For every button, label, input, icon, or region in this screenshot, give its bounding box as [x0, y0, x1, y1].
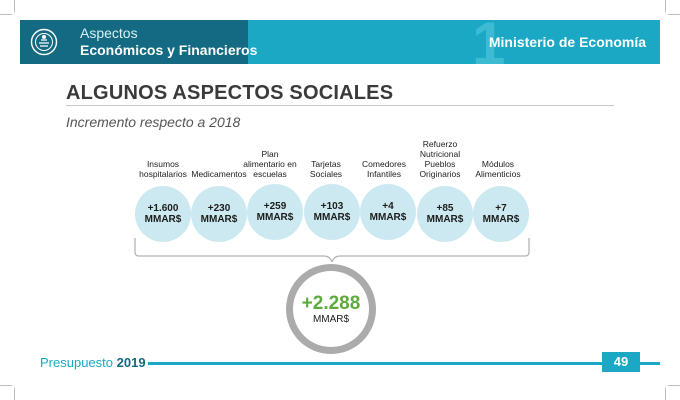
- crop-mark: [665, 388, 666, 400]
- bubble-value: +4: [382, 201, 394, 212]
- bubble-value: +230: [207, 203, 231, 214]
- bubble-unit: MMAR$: [144, 214, 182, 225]
- crop-mark: [0, 14, 12, 15]
- section-title: Económicos y Financieros: [80, 42, 258, 58]
- ministry-name: Ministerio de Economía: [488, 34, 646, 50]
- page-number: 49: [602, 352, 640, 372]
- footer-rule: [148, 362, 602, 365]
- page-subtitle: Incremento respecto a 2018: [66, 114, 241, 130]
- item-label: Plan alimentario en escuelas: [243, 149, 297, 179]
- item-label: Medicamentos: [191, 169, 247, 179]
- footer-label: Presupuesto 2019: [40, 355, 146, 370]
- total-inner: +2.288 MMAR$: [293, 271, 369, 347]
- item-label: Refuerzo Nutricional Pueblos Originarios: [419, 139, 461, 179]
- bubble-unit: MMAR$: [256, 212, 294, 223]
- value-bubble: +7 MMAR$: [473, 186, 529, 242]
- bubble-value: +85: [436, 203, 454, 214]
- footer-budget: Presupuesto: [40, 355, 113, 370]
- footer-rule-tail: [640, 362, 660, 365]
- bubble-value: +103: [320, 201, 344, 212]
- value-bubble: +1.600 MMAR$: [135, 186, 191, 242]
- crop-mark: [668, 14, 680, 15]
- bubble-value: +7: [495, 203, 507, 214]
- bubble-unit: MMAR$: [426, 214, 464, 225]
- bubble-value: +1.600: [147, 203, 179, 214]
- crop-mark: [14, 0, 15, 12]
- section-block: Aspectos Económicos y Financieros: [20, 20, 257, 64]
- page-title: ALGUNOS ASPECTOS SOCIALES: [66, 82, 394, 104]
- bubble-unit: MMAR$: [313, 212, 351, 223]
- total-value: +2.288: [301, 292, 361, 314]
- value-bubble: +85 MMAR$: [417, 186, 473, 242]
- value-bubble: +259 MMAR$: [247, 184, 303, 240]
- item-label: Comedores Infantiles: [362, 159, 406, 179]
- total-unit: MMAR$: [312, 313, 350, 325]
- crop-mark: [0, 385, 12, 386]
- footer-year: 2019: [116, 355, 146, 370]
- coat-of-arms-icon: [30, 28, 58, 56]
- item-label: Módulos Alimenticios: [475, 159, 521, 179]
- total-circle: +2.288 MMAR$: [286, 264, 376, 354]
- item-label: Tarjetas Sociales: [309, 159, 343, 179]
- value-bubble: +230 MMAR$: [191, 186, 247, 242]
- crop-mark: [14, 388, 15, 400]
- bubble-unit: MMAR$: [200, 214, 238, 225]
- section-number: 1: [472, 10, 506, 77]
- page-header: Aspectos Económicos y Financieros 1 Mini…: [20, 14, 660, 74]
- bubble-unit: MMAR$: [369, 212, 407, 223]
- crop-mark: [668, 385, 680, 386]
- title-divider: [66, 105, 614, 106]
- item-label: Insumos hospitalarios: [139, 159, 187, 179]
- grouping-brace: [134, 238, 530, 262]
- section-subtitle: Aspectos: [80, 25, 138, 41]
- crop-mark: [665, 0, 666, 12]
- bubble-value: +259: [263, 201, 287, 212]
- bubble-unit: MMAR$: [482, 214, 520, 225]
- value-bubble: +4 MMAR$: [360, 184, 416, 240]
- value-bubble: +103 MMAR$: [304, 184, 360, 240]
